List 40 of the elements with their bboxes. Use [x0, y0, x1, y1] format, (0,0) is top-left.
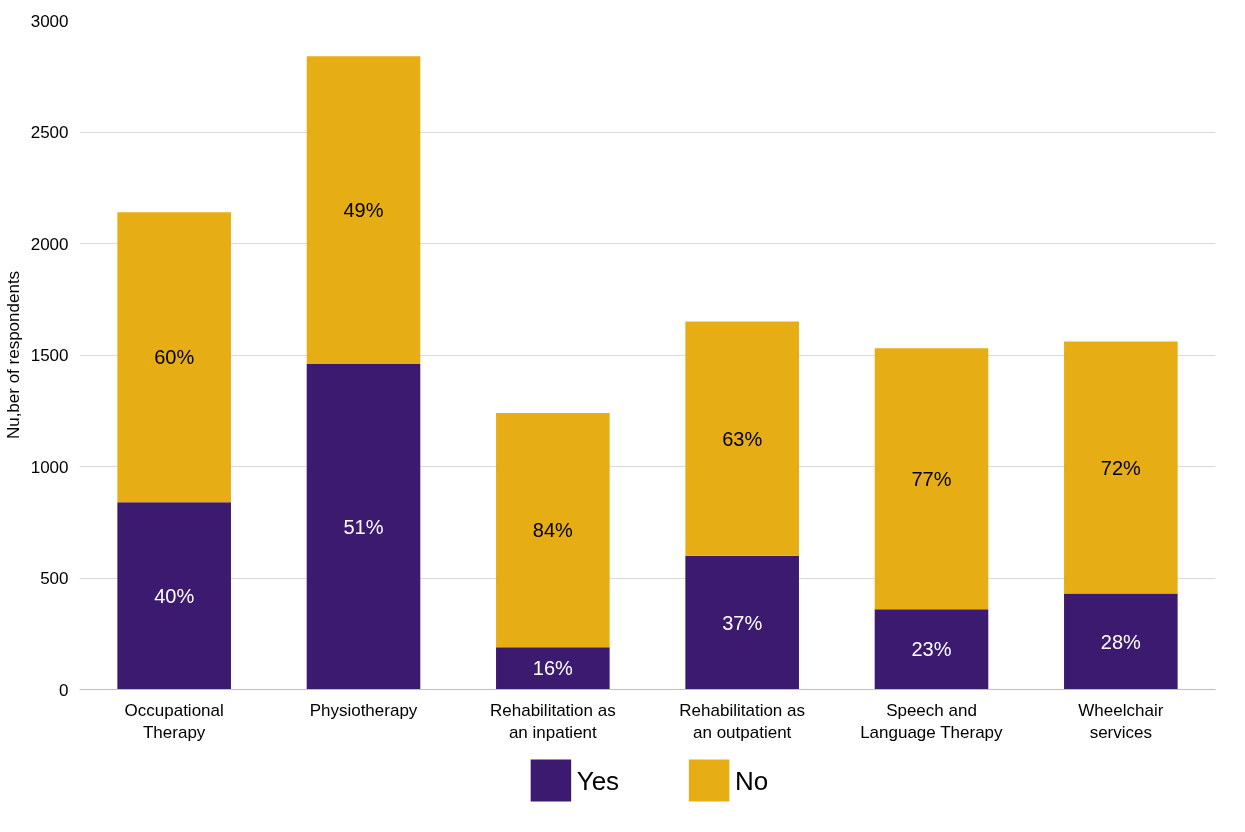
annotation: 72% — [1100, 456, 1142, 479]
x-tick-label: Rehabilitation as an inpatient — [489, 700, 616, 743]
y-tick-label: 2500 — [30, 123, 69, 142]
bar — [1064, 593, 1178, 690]
y-axis-title: Nu,ber of respondents — [3, 270, 23, 440]
x-tick-label: Speech and Language Therapy — [860, 700, 1004, 743]
annotation: 77% — [911, 467, 952, 490]
x-tick-label: Physiotherapy — [309, 700, 418, 720]
y-tick-label: 1000 — [30, 457, 69, 477]
bar — [117, 212, 231, 503]
bar — [874, 348, 989, 610]
annotation: 60% — [154, 346, 195, 369]
legend-label: Yes — [576, 765, 620, 796]
x-tick-label: Occupational Therapy — [124, 700, 224, 743]
annotation: 49% — [343, 199, 384, 222]
annotation: 84% — [532, 519, 574, 542]
legend-label: No — [734, 765, 769, 796]
bar — [306, 363, 421, 690]
annotation: 51% — [343, 515, 384, 538]
y-tick-label: 0 — [59, 680, 69, 700]
bar — [117, 502, 231, 690]
bar — [496, 647, 610, 690]
annotation: 63% — [722, 427, 763, 450]
y-tick-label: 3000 — [30, 11, 69, 31]
bar — [1064, 341, 1178, 594]
x-tick-label: Rehabilitation as an outpatient — [679, 700, 806, 743]
annotation: 37% — [722, 611, 763, 634]
bar — [306, 56, 421, 364]
annotation: 23% — [911, 638, 952, 661]
bar — [685, 555, 799, 690]
y-tick-label: 1500 — [30, 346, 69, 365]
annotation: 28% — [1100, 630, 1142, 653]
y-tick-label: 2000 — [30, 234, 69, 254]
y-tick-label: 500 — [40, 569, 69, 588]
annotation: 40% — [154, 584, 195, 607]
x-tick-label: Wheelchair services — [1078, 700, 1164, 743]
bar — [874, 609, 989, 690]
bar — [496, 412, 610, 648]
bar — [685, 321, 799, 556]
annotation: 16% — [532, 657, 574, 680]
